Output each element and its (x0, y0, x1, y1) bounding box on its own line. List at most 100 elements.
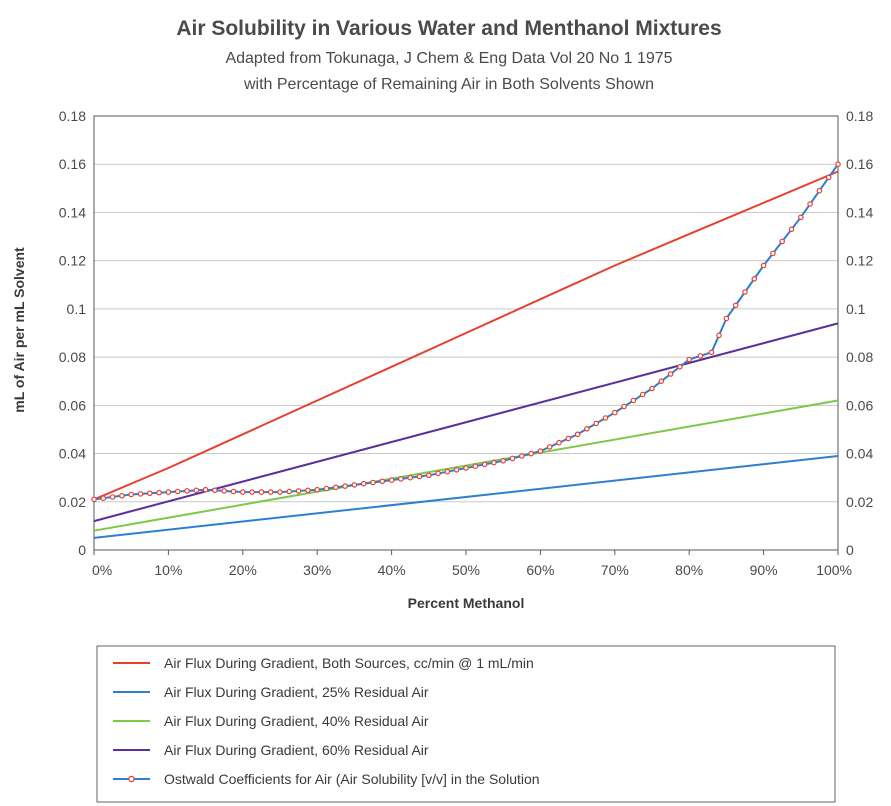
data-point (732, 302, 739, 309)
gridlines (94, 163, 838, 503)
data-point (807, 201, 813, 207)
x-axis-label: Percent Methanol (408, 595, 525, 611)
data-point (174, 488, 181, 495)
data-point (528, 450, 534, 457)
data-point (425, 472, 432, 479)
data-point (202, 486, 209, 493)
data-point (556, 439, 562, 446)
data-point (305, 487, 311, 494)
data-point (491, 459, 497, 466)
legend: Air Flux During Gradient, Both Sources, … (113, 655, 540, 787)
data-point (816, 187, 823, 194)
series-layer (91, 161, 841, 539)
legend-label-3: Air Flux During Gradient, 40% Residual A… (164, 713, 429, 729)
data-point (193, 487, 200, 494)
y-tick-label-left: 0.06 (59, 397, 86, 413)
data-point (360, 480, 367, 487)
data-point (323, 485, 330, 492)
y-tick-label-right: 0.04 (846, 446, 873, 462)
y-tick-label-right: 0.1 (846, 301, 866, 317)
y-tick-label-right: 0.18 (846, 108, 873, 124)
y-tick-label-left: 0.14 (59, 204, 86, 220)
data-point (351, 482, 358, 488)
x-tick-label: 0% (92, 562, 112, 578)
data-point (435, 470, 441, 477)
data-point (314, 486, 321, 493)
y-tick-label-right: 0.12 (846, 253, 873, 269)
y-tick-label-right: 0.02 (846, 494, 873, 510)
legend-label-2: Air Flux During Gradient, 25% Residual A… (164, 684, 429, 700)
data-point (295, 488, 302, 494)
series-line-2 (93, 455, 839, 539)
data-point (593, 420, 600, 427)
data-point (574, 431, 581, 438)
data-point (342, 483, 348, 489)
data-point (453, 466, 460, 473)
data-point (546, 444, 553, 450)
data-point (147, 490, 153, 497)
y-tick-label-left: 0 (78, 542, 86, 558)
x-tick-label: 60% (526, 562, 554, 578)
data-point (156, 489, 162, 496)
data-point (677, 363, 683, 370)
data-point (509, 455, 516, 462)
data-point (240, 489, 246, 495)
data-point (119, 492, 125, 499)
data-point (481, 461, 488, 468)
data-point (370, 479, 376, 486)
y-tick-label-right: 0 (846, 542, 854, 558)
y-tick-label-right: 0.06 (846, 397, 873, 413)
y-tick-label-right: 0.14 (846, 204, 873, 220)
data-point (760, 262, 767, 269)
data-point (825, 174, 832, 181)
data-point (407, 474, 414, 481)
data-point (602, 415, 609, 421)
data-point (723, 315, 730, 322)
data-point (742, 289, 748, 295)
data-point (388, 477, 395, 483)
data-point (221, 488, 228, 494)
x-tick-label: 100% (816, 562, 852, 578)
y-tick-label-left: 0.04 (59, 446, 86, 462)
x-tick-label: 10% (154, 562, 182, 578)
x-tick-label: 20% (229, 562, 257, 578)
data-point (267, 489, 274, 495)
y-axis-label: mL of Air per mL Solvent (11, 247, 27, 413)
data-point (277, 489, 283, 495)
series-markers-5 (91, 161, 841, 503)
data-point (770, 250, 776, 257)
data-point (398, 476, 404, 482)
data-point (797, 214, 804, 221)
data-point (716, 332, 722, 339)
data-point (230, 488, 237, 495)
data-point (639, 391, 646, 398)
x-tick-label: 40% (378, 562, 406, 578)
series-line-5 (93, 163, 839, 501)
data-point (835, 161, 841, 168)
data-point (416, 473, 423, 480)
data-point (128, 491, 135, 498)
data-point (565, 435, 572, 442)
data-point (286, 488, 293, 495)
data-point (697, 353, 704, 359)
data-point (686, 356, 693, 363)
data-point (649, 385, 655, 392)
data-point (100, 495, 107, 502)
data-point (91, 496, 97, 503)
data-point (500, 457, 507, 464)
data-point (165, 489, 172, 495)
legend-label-1: Air Flux During Gradient, Both Sources, … (164, 655, 534, 671)
x-tick-label: 30% (303, 562, 331, 578)
data-point (788, 226, 795, 233)
x-tick-label: 90% (750, 562, 778, 578)
data-point (109, 494, 116, 500)
data-point (708, 349, 715, 356)
data-point (621, 403, 627, 410)
data-point (751, 275, 758, 282)
data-point (779, 238, 786, 245)
data-point (379, 478, 386, 485)
series-line-1 (93, 170, 839, 501)
data-point (258, 489, 265, 495)
data-point (537, 448, 544, 454)
